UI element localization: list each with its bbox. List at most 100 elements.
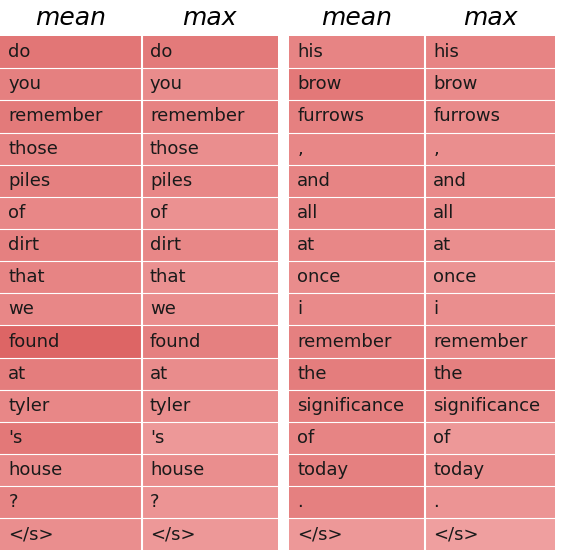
Text: you: you xyxy=(8,76,41,93)
Bar xyxy=(425,294,555,325)
Bar xyxy=(142,261,278,294)
Text: ?: ? xyxy=(150,493,160,511)
Bar xyxy=(142,101,278,132)
Bar xyxy=(425,325,555,358)
Text: at: at xyxy=(8,365,27,383)
Text: piles: piles xyxy=(150,172,192,190)
Text: do: do xyxy=(150,43,172,61)
Bar xyxy=(425,390,555,422)
Bar xyxy=(289,294,425,325)
Bar xyxy=(142,68,278,101)
Bar xyxy=(289,229,425,261)
Text: max: max xyxy=(463,6,517,30)
Bar xyxy=(289,132,425,165)
Bar xyxy=(425,422,555,454)
Text: remember: remember xyxy=(297,332,392,350)
Text: today: today xyxy=(433,461,484,479)
Text: dirt: dirt xyxy=(150,236,181,254)
Text: you: you xyxy=(150,76,183,93)
Text: once: once xyxy=(297,268,341,286)
Text: furrows: furrows xyxy=(297,107,364,126)
Text: those: those xyxy=(150,140,200,158)
Text: brow: brow xyxy=(297,76,341,93)
Bar xyxy=(0,261,142,294)
Bar xyxy=(0,325,142,358)
Text: those: those xyxy=(8,140,58,158)
Bar xyxy=(289,486,425,518)
Text: 's: 's xyxy=(8,429,23,447)
Text: of: of xyxy=(297,429,314,447)
Bar xyxy=(425,197,555,229)
Bar xyxy=(142,132,278,165)
Bar xyxy=(0,101,142,132)
Text: 's: 's xyxy=(150,429,164,447)
Text: furrows: furrows xyxy=(433,107,500,126)
Bar xyxy=(289,68,425,101)
Text: remember: remember xyxy=(8,107,103,126)
Text: </s>: </s> xyxy=(8,525,54,543)
Bar xyxy=(425,261,555,294)
Bar xyxy=(425,36,555,68)
Bar xyxy=(289,165,425,197)
Bar xyxy=(142,390,278,422)
Text: the: the xyxy=(433,365,462,383)
Text: at: at xyxy=(150,365,168,383)
Text: and: and xyxy=(433,172,467,190)
Text: tyler: tyler xyxy=(8,397,50,415)
Bar xyxy=(142,358,278,390)
Text: significance: significance xyxy=(433,397,541,415)
Text: at: at xyxy=(297,236,315,254)
Bar xyxy=(289,390,425,422)
Bar xyxy=(289,422,425,454)
Text: the: the xyxy=(297,365,327,383)
Bar xyxy=(142,486,278,518)
Text: today: today xyxy=(297,461,348,479)
Text: of: of xyxy=(8,204,25,222)
Bar xyxy=(142,325,278,358)
Text: and: and xyxy=(297,172,331,190)
Text: do: do xyxy=(8,43,31,61)
Text: house: house xyxy=(150,461,204,479)
Text: that: that xyxy=(8,268,45,286)
Bar xyxy=(289,325,425,358)
Text: all: all xyxy=(297,204,319,222)
Text: piles: piles xyxy=(8,172,50,190)
Bar xyxy=(289,358,425,390)
Text: of: of xyxy=(150,204,167,222)
Bar xyxy=(289,101,425,132)
Text: max: max xyxy=(182,6,237,30)
Text: found: found xyxy=(150,332,201,350)
Text: significance: significance xyxy=(297,397,404,415)
Bar xyxy=(142,36,278,68)
Text: of: of xyxy=(433,429,451,447)
Bar xyxy=(289,36,425,68)
Text: remember: remember xyxy=(150,107,245,126)
Text: </s>: </s> xyxy=(150,525,195,543)
Text: ?: ? xyxy=(8,493,18,511)
Text: tyler: tyler xyxy=(150,397,191,415)
Text: all: all xyxy=(433,204,454,222)
Bar xyxy=(289,454,425,486)
Bar xyxy=(0,294,142,325)
Bar xyxy=(142,294,278,325)
Text: house: house xyxy=(8,461,63,479)
Bar xyxy=(142,197,278,229)
Bar xyxy=(0,229,142,261)
Bar xyxy=(425,132,555,165)
Text: i: i xyxy=(433,300,438,319)
Bar xyxy=(0,454,142,486)
Bar xyxy=(142,422,278,454)
Bar xyxy=(0,68,142,101)
Text: dirt: dirt xyxy=(8,236,39,254)
Text: ,: , xyxy=(433,140,439,158)
Text: i: i xyxy=(297,300,302,319)
Text: remember: remember xyxy=(433,332,528,350)
Bar xyxy=(0,390,142,422)
Text: </s>: </s> xyxy=(433,525,479,543)
Bar xyxy=(425,454,555,486)
Bar xyxy=(0,165,142,197)
Text: his: his xyxy=(433,43,459,61)
Text: brow: brow xyxy=(433,76,478,93)
Text: his: his xyxy=(297,43,323,61)
Bar xyxy=(425,358,555,390)
